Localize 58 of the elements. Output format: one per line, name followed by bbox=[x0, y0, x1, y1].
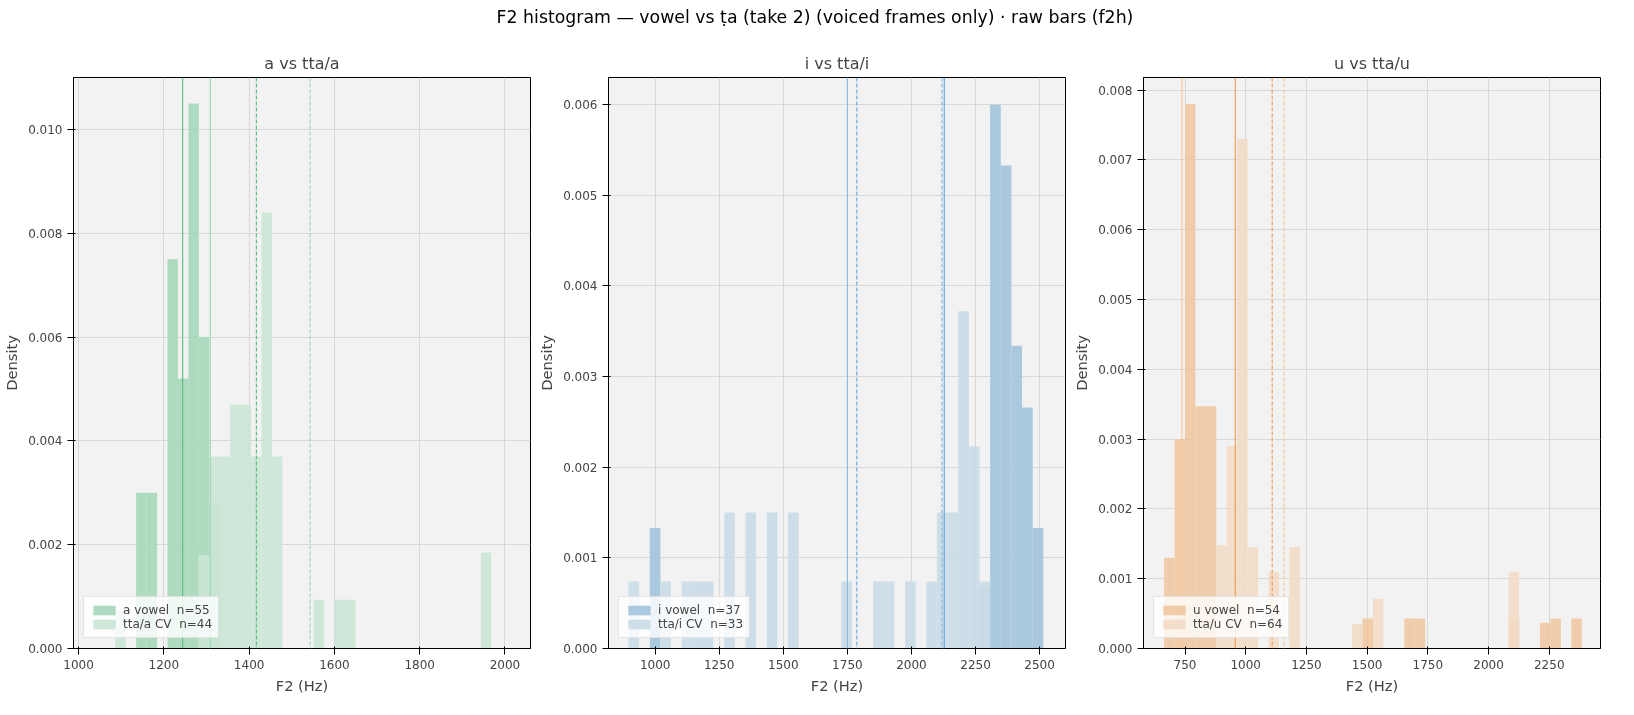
x-tick-label: 1600 bbox=[319, 657, 350, 672]
x-tick-label: 1500 bbox=[768, 657, 799, 672]
y-tick-label: 0.001 bbox=[1098, 572, 1133, 587]
x-tick-label: 1750 bbox=[832, 657, 863, 672]
y-tick-label: 0.006 bbox=[563, 98, 598, 113]
y-tick-label: 0.002 bbox=[28, 538, 63, 553]
y-axis-title: Density bbox=[538, 334, 556, 391]
x-tick-label: 1000 bbox=[63, 657, 94, 672]
chart-title: a vs tta/a bbox=[264, 53, 340, 73]
legend-label: tta/i CV n=33 bbox=[658, 617, 744, 631]
x-tick-label: 750 bbox=[1173, 657, 1197, 672]
y-tick-label: 0.000 bbox=[563, 642, 598, 656]
x-tick-label: 1400 bbox=[233, 657, 265, 672]
x-tick-label: 2500 bbox=[1024, 657, 1055, 672]
x-tick-label: 2000 bbox=[896, 657, 927, 672]
x-tick-label: 2250 bbox=[1533, 657, 1565, 672]
y-tick-label: 0.004 bbox=[28, 434, 63, 449]
y-tick-label: 0.010 bbox=[28, 122, 63, 137]
y-tick-label: 0.008 bbox=[1098, 83, 1133, 98]
chart-title: i vs tta/i bbox=[804, 53, 870, 73]
legend-label: tta/a CV n=44 bbox=[123, 617, 213, 631]
y-tick-label: 0.000 bbox=[1098, 642, 1133, 656]
y-axis-title: Density bbox=[3, 334, 21, 391]
x-tick-label: 1750 bbox=[1412, 657, 1444, 672]
y-tick-label: 0.004 bbox=[1098, 362, 1133, 377]
y-tick-label: 0.007 bbox=[1098, 153, 1133, 168]
x-tick-label: 1200 bbox=[148, 657, 180, 672]
x-tick-label: 1500 bbox=[1351, 657, 1383, 672]
x-tick-label: 1000 bbox=[1230, 657, 1262, 672]
x-tick-label: 2000 bbox=[489, 657, 521, 672]
y-tick-label: 0.000 bbox=[28, 642, 63, 656]
y-tick-label: 0.002 bbox=[563, 460, 598, 475]
x-tick-label: 2250 bbox=[960, 657, 991, 672]
y-tick-label: 0.004 bbox=[563, 279, 598, 294]
y-tick-label: 0.006 bbox=[1098, 223, 1133, 238]
y-tick-label: 0.002 bbox=[1098, 502, 1133, 517]
legend-label: u vowel n=54 bbox=[1193, 603, 1280, 617]
legend-label: tta/u CV n=64 bbox=[1193, 617, 1283, 631]
x-tick-label: 2000 bbox=[1473, 657, 1504, 672]
x-tick-label: 1000 bbox=[639, 657, 671, 672]
text: F2 histogram — vowel vs ṭa (take 2) (voiced frames only) · raw bars (f2h) bbox=[496, 6, 1134, 29]
y-tick-label: 0.003 bbox=[1098, 432, 1133, 447]
x-tick-label: 1250 bbox=[703, 657, 735, 672]
legend-label: i vowel n=37 bbox=[658, 603, 741, 617]
y-tick-label: 0.001 bbox=[563, 551, 598, 566]
legend-label: a vowel n=55 bbox=[123, 603, 210, 617]
y-tick-label: 0.008 bbox=[28, 226, 63, 241]
y-axis-title: Density bbox=[1073, 334, 1091, 391]
x-tick-label: 1800 bbox=[404, 657, 435, 672]
x-tick-label: 1250 bbox=[1291, 657, 1322, 672]
x-axis-title: F2 (Hz) bbox=[810, 676, 864, 694]
y-tick-label: 0.003 bbox=[563, 370, 598, 385]
y-tick-label: 0.006 bbox=[28, 330, 63, 345]
y-tick-label: 0.005 bbox=[563, 188, 598, 203]
x-axis-title: F2 (Hz) bbox=[275, 676, 329, 694]
x-axis-title: F2 (Hz) bbox=[1345, 676, 1399, 694]
chart-title: u vs tta/u bbox=[1334, 53, 1410, 73]
y-tick-label: 0.005 bbox=[1098, 292, 1133, 307]
